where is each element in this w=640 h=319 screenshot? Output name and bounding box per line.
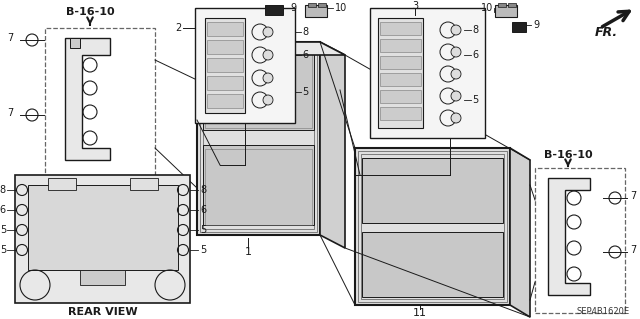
Text: FR.: FR.: [595, 26, 618, 39]
Text: REAR VIEW: REAR VIEW: [68, 307, 138, 317]
Text: 6: 6: [200, 205, 206, 215]
Bar: [205, 149, 312, 225]
Text: 8: 8: [472, 25, 478, 35]
Text: 9: 9: [533, 20, 539, 30]
Text: 8: 8: [0, 185, 6, 195]
Text: 5: 5: [472, 95, 478, 105]
Bar: [495, 5, 517, 17]
Text: 5: 5: [302, 87, 308, 97]
Bar: [380, 22, 421, 35]
Text: 7: 7: [7, 33, 13, 43]
Polygon shape: [510, 148, 530, 317]
Text: 9: 9: [290, 3, 296, 13]
Bar: [130, 178, 158, 190]
Bar: [207, 40, 243, 54]
Circle shape: [451, 113, 461, 123]
Text: 7: 7: [630, 245, 636, 255]
Text: 8: 8: [302, 27, 308, 37]
Bar: [207, 22, 243, 36]
Text: 2: 2: [176, 23, 182, 33]
Bar: [512, 22, 526, 32]
Text: 6: 6: [302, 50, 308, 60]
Text: 6: 6: [472, 50, 478, 60]
Bar: [305, 5, 327, 17]
Text: 10: 10: [481, 3, 493, 13]
Text: 5: 5: [0, 225, 6, 235]
Bar: [207, 94, 243, 108]
Circle shape: [451, 91, 461, 101]
Text: B-16-10: B-16-10: [66, 7, 115, 17]
Bar: [380, 56, 421, 69]
Text: 1: 1: [244, 247, 252, 257]
Text: 5: 5: [200, 245, 206, 255]
Bar: [508, 3, 516, 7]
Bar: [80, 270, 125, 285]
Circle shape: [451, 69, 461, 79]
Text: 8: 8: [200, 185, 206, 195]
Bar: [370, 8, 485, 138]
Polygon shape: [197, 42, 345, 55]
Bar: [318, 3, 326, 7]
Circle shape: [451, 25, 461, 35]
Text: 7: 7: [630, 191, 636, 201]
Bar: [28, 185, 178, 270]
Bar: [205, 52, 312, 128]
Circle shape: [263, 95, 273, 105]
Bar: [380, 107, 421, 120]
Circle shape: [263, 27, 273, 37]
Bar: [265, 5, 283, 15]
Bar: [362, 158, 503, 223]
Bar: [535, 168, 625, 313]
Text: 6: 6: [0, 205, 6, 215]
Polygon shape: [355, 148, 510, 305]
Text: 3: 3: [412, 1, 418, 11]
Polygon shape: [65, 38, 110, 160]
Circle shape: [263, 73, 273, 83]
Polygon shape: [548, 178, 590, 295]
Bar: [203, 50, 314, 130]
Text: B-16-10: B-16-10: [544, 150, 592, 160]
Bar: [195, 8, 295, 123]
Polygon shape: [70, 38, 80, 48]
Bar: [48, 178, 76, 190]
Bar: [380, 90, 421, 103]
Bar: [362, 232, 503, 297]
Text: SEP4B1620E: SEP4B1620E: [577, 308, 630, 316]
Text: 5: 5: [0, 245, 6, 255]
Text: 5: 5: [200, 225, 206, 235]
Polygon shape: [320, 42, 345, 248]
Bar: [203, 145, 314, 225]
Bar: [207, 58, 243, 72]
Text: 7: 7: [7, 108, 13, 118]
Bar: [15, 175, 190, 303]
Bar: [380, 73, 421, 86]
Polygon shape: [197, 42, 320, 235]
Bar: [207, 76, 243, 90]
Bar: [380, 39, 421, 52]
Text: 10: 10: [335, 3, 348, 13]
Bar: [308, 3, 316, 7]
Bar: [45, 28, 155, 198]
Text: 11: 11: [413, 308, 427, 318]
Bar: [498, 3, 506, 7]
Bar: [378, 18, 423, 128]
Circle shape: [263, 50, 273, 60]
Circle shape: [451, 47, 461, 57]
Bar: [205, 18, 245, 113]
